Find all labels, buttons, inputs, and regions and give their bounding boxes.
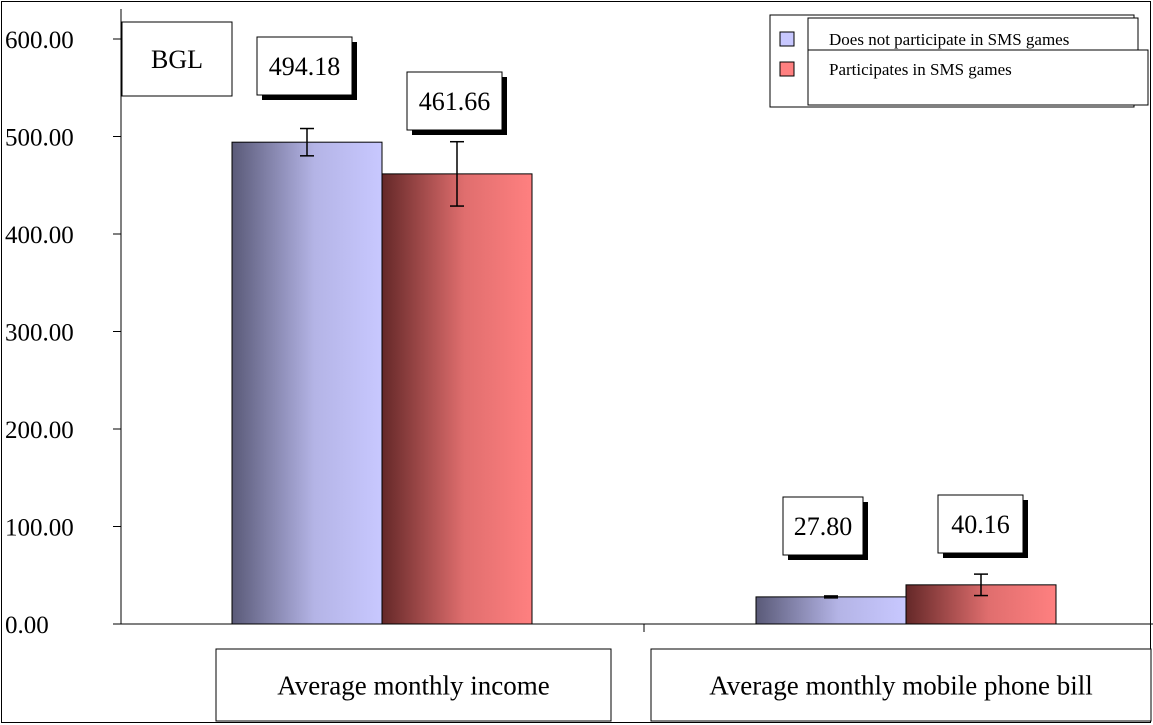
label-text: 494.18 [269, 52, 341, 81]
label-text: 27.80 [794, 512, 853, 541]
x-tick-label: Average monthly mobile phone bill [650, 648, 1152, 722]
label-box [650, 648, 1152, 722]
label-box [937, 494, 1024, 554]
label-text: Average monthly income [277, 670, 549, 700]
data-label: 40.16 [937, 494, 1028, 558]
label-text: Average monthly mobile phone bill [709, 670, 1092, 700]
label-box [782, 496, 864, 556]
y-tick-label: 400.00 [5, 222, 74, 249]
x-tick-label: Average monthly income [215, 648, 612, 722]
y-tick-label: 0.00 [5, 612, 49, 639]
label-box [215, 648, 612, 722]
unit-label: BGL [121, 21, 233, 97]
y-tick-label: 100.00 [5, 515, 74, 542]
y-tick-label: 600.00 [5, 27, 74, 54]
y-tick-label: 200.00 [5, 417, 74, 444]
label-text: 461.66 [419, 87, 491, 116]
legend-swatch [779, 31, 795, 47]
legend: Does not participate in SMS games Partici… [769, 14, 1149, 108]
bar [231, 141, 383, 625]
label-box [406, 71, 503, 131]
label-box [121, 21, 233, 97]
y-tick-label: 500.00 [5, 125, 74, 152]
legend-swatch [779, 61, 795, 77]
data-label: 27.80 [782, 496, 868, 560]
bar [381, 173, 533, 625]
bar [755, 596, 907, 625]
label-text: 40.16 [951, 510, 1010, 539]
label-text: BGL [151, 45, 203, 74]
legend-label: Does not participate in SMS games [829, 30, 1069, 49]
legend-entry-box [807, 49, 1149, 106]
label-box [256, 36, 353, 96]
data-label: 494.18 [256, 36, 357, 100]
data-label: 461.66 [406, 71, 507, 135]
legend-label: Participates in SMS games [829, 60, 1012, 79]
y-tick-label: 300.00 [5, 320, 74, 347]
